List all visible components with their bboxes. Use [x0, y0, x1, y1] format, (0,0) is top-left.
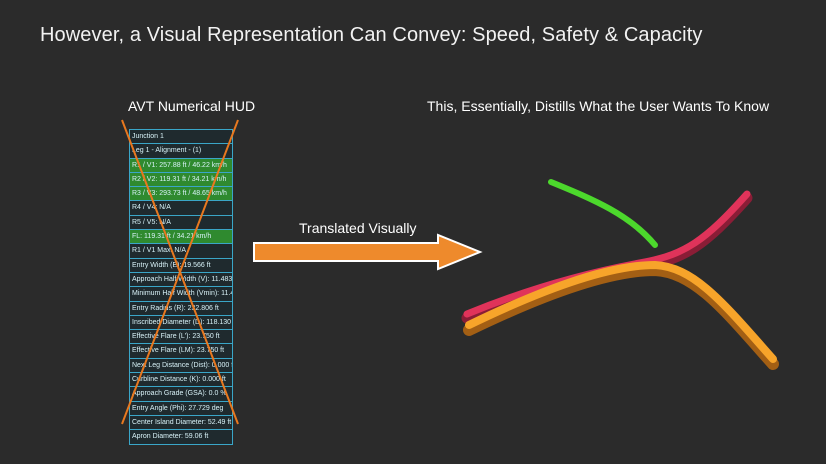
hud-row: Minimum Half Width (Vmin): 11.483 ft	[130, 287, 232, 302]
green-road	[548, 179, 658, 248]
visual-section-label: This, Essentially, Distills What the Use…	[427, 98, 770, 114]
hud-row: Inscribed Diameter (D): 118.130 ft	[130, 316, 232, 331]
hud-row: Leg 1 - Alignment - (1)	[130, 144, 232, 159]
hud-row: R2 / V2: 119.31 ft / 34.21 km/h	[130, 172, 232, 188]
hud-row: Center Island Diameter: 52.49 ft	[130, 416, 232, 431]
hud-row: Apron Diameter: 59.06 ft	[132, 433, 209, 441]
hud-row: R1 / V1: 257.88 ft / 46.22 km/h	[130, 158, 232, 173]
orange-road	[465, 260, 777, 363]
hud-row: Junction 1	[130, 130, 232, 145]
hud-row: Entry Radius (R): 232.806 ft	[130, 302, 232, 316]
hud-row: FL: 119.31 ft / 34.21 km/h	[130, 230, 232, 245]
numerical-hud-panel: Junction 1 Leg 1 - Alignment - (1) R1 / V1…	[129, 129, 233, 445]
hud-row: Entry Angle (Phi): 27.729 deg	[130, 402, 232, 416]
hud-row: R4 / V4: N/A	[130, 201, 232, 216]
hud-row: Effective Flare (LM): 23.750 ft	[130, 344, 232, 359]
hud-row: R1 / V1 Max: N/A	[130, 244, 232, 259]
hud-row: Curbline Distance (K): 0.000 ft	[130, 373, 232, 388]
arrow-shape	[253, 233, 483, 271]
hud-row: Effective Flare (L'): 23.750 ft	[130, 330, 232, 345]
hud-row: R3 / V3: 293.73 ft / 48.65 km/h	[130, 187, 232, 202]
hud-row: Approach Half Width (V): 11.483 ft	[130, 273, 232, 288]
translate-arrow	[253, 233, 483, 271]
hud-section-label: AVT Numerical HUD	[128, 98, 256, 114]
arrow-label: Translated Visually	[299, 220, 417, 236]
hud-row: Entry Width (E): 19.566 ft	[130, 259, 232, 273]
road-visualization	[461, 179, 779, 370]
orange-road-shadow	[463, 263, 779, 370]
hud-row: Approach Grade (GSA): 0.0 %	[130, 387, 232, 402]
hud-row: Next Leg Distance (Dist): 0.000 ft	[130, 359, 232, 374]
slide-title: However, a Visual Representation Can Con…	[40, 24, 703, 46]
hud-row: R5 / V5: N/A	[130, 216, 232, 231]
